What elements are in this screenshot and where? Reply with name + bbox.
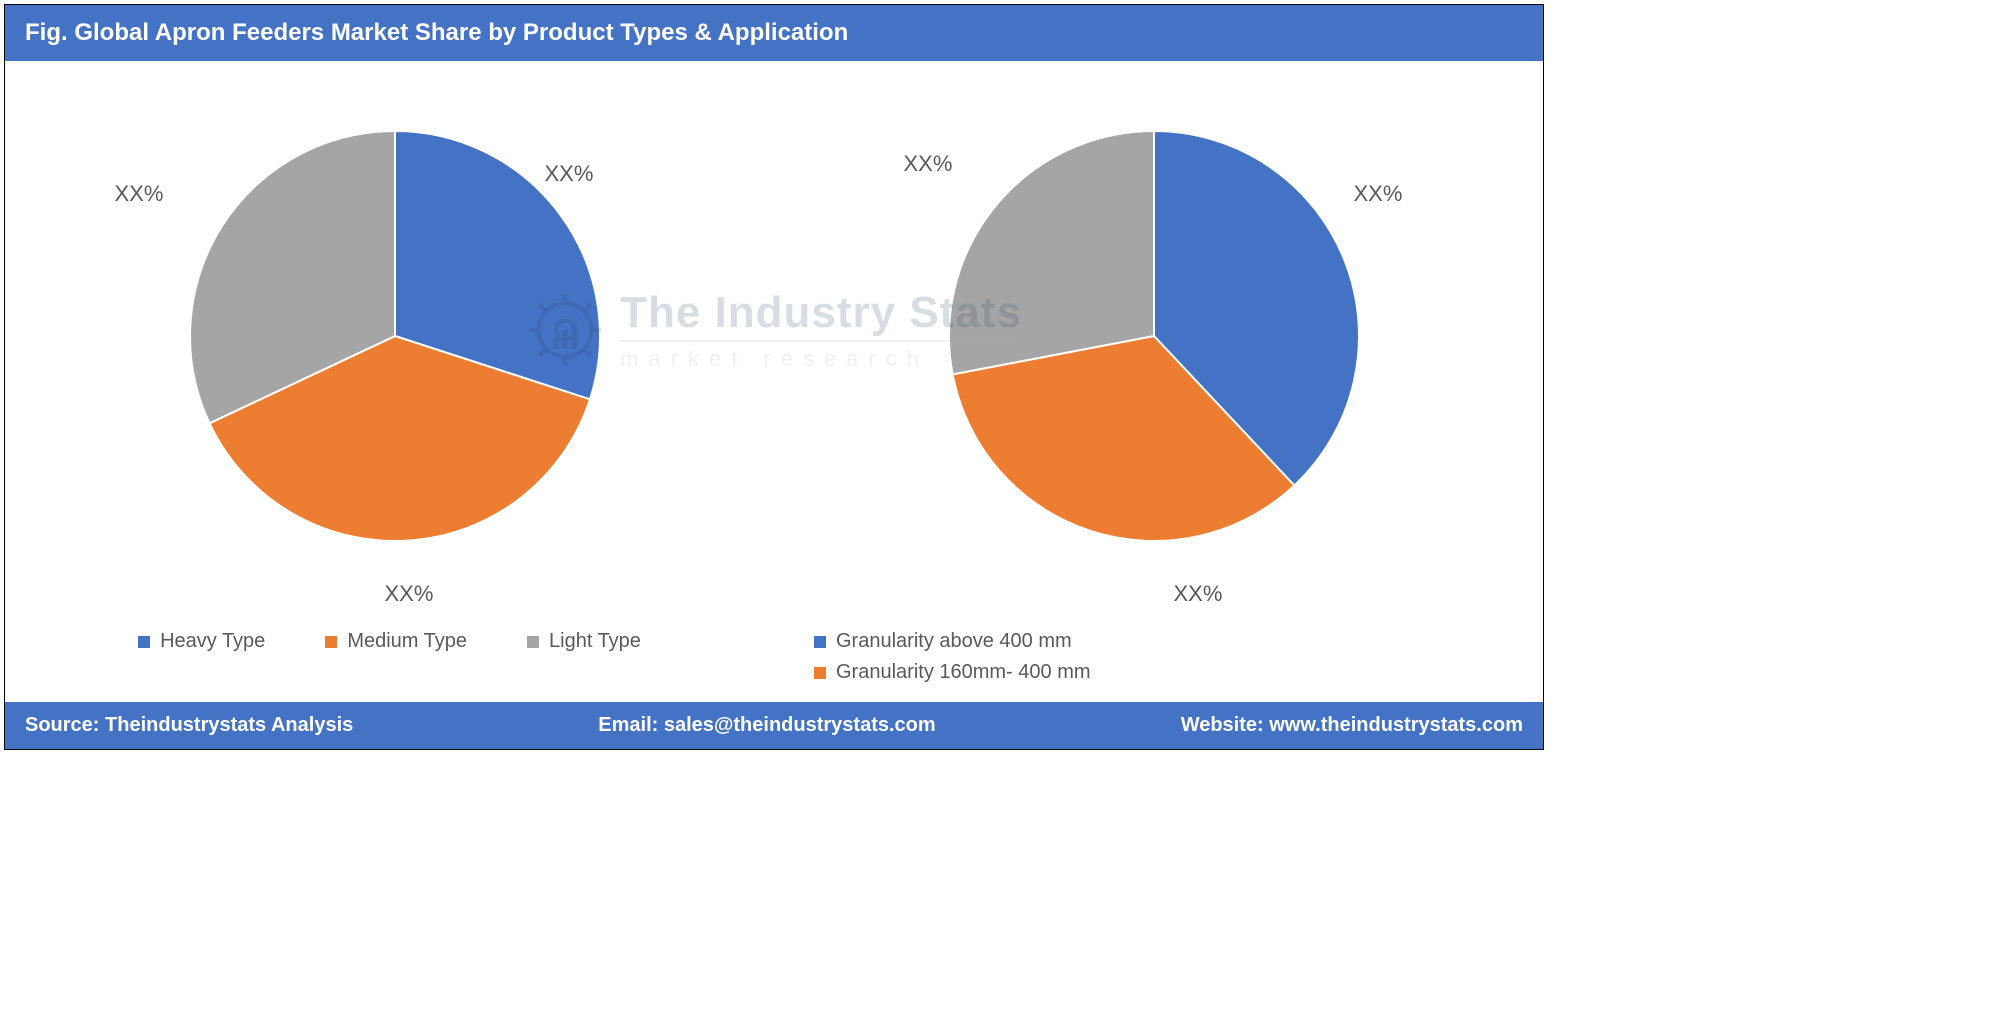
legend-swatch xyxy=(527,636,539,648)
slice-data-label: XX% xyxy=(545,161,594,187)
footer-bar: Source: Theindustrystats Analysis Email:… xyxy=(5,702,1543,749)
slice-data-label: XX% xyxy=(115,181,164,207)
legend-item: Medium Type xyxy=(325,630,467,653)
legends-row: Heavy Type Medium Type Light Type Granular… xyxy=(5,621,1543,702)
legend-label: Medium Type xyxy=(347,630,467,653)
pie-chart-right: XX%XX%XX% xyxy=(844,121,1464,581)
legend-item: Granularity above 400 mm xyxy=(814,630,1503,653)
footer-email: Email: sales@theindustrystats.com xyxy=(598,714,935,737)
slice-data-label: XX% xyxy=(1354,181,1403,207)
legend-swatch xyxy=(814,636,826,648)
legend-label: Light Type xyxy=(549,630,641,653)
legend-label: Granularity above 400 mm xyxy=(836,630,1072,653)
legend-left: Heavy Type Medium Type Light Type xyxy=(45,630,734,653)
footer-source: Source: Theindustrystats Analysis xyxy=(25,714,353,737)
footer-website: Website: www.theindustrystats.com xyxy=(1181,714,1523,737)
legend-right: Granularity above 400 mm Granularity 160m… xyxy=(734,630,1503,684)
pie-chart-left: XX%XX%XX% xyxy=(85,121,705,581)
legend-item: Light Type xyxy=(527,630,641,653)
pie-slice xyxy=(949,131,1154,374)
figure-container: Fig. Global Apron Feeders Market Share b… xyxy=(4,4,1544,750)
chart-right-wrap: XX%XX%XX% xyxy=(844,121,1464,581)
figure-title-bar: Fig. Global Apron Feeders Market Share b… xyxy=(5,5,1543,61)
legend-swatch xyxy=(138,636,150,648)
legend-label: Heavy Type xyxy=(160,630,265,653)
legend-label: Granularity 160mm- 400 mm xyxy=(836,661,1091,684)
legend-item: Granularity 160mm- 400 mm xyxy=(814,661,1503,684)
slice-data-label: XX% xyxy=(1174,581,1223,607)
legend-swatch xyxy=(325,636,337,648)
slice-data-label: XX% xyxy=(904,151,953,177)
chart-left-wrap: XX%XX%XX% xyxy=(85,121,705,581)
figure-title-text: Fig. Global Apron Feeders Market Share b… xyxy=(25,19,848,46)
charts-row: XX% XX% XX% XX% XX% XX% xyxy=(5,61,1543,621)
legend-item: Heavy Type xyxy=(138,630,265,653)
legend-swatch xyxy=(814,667,826,679)
slice-data-label: XX% xyxy=(385,581,434,607)
